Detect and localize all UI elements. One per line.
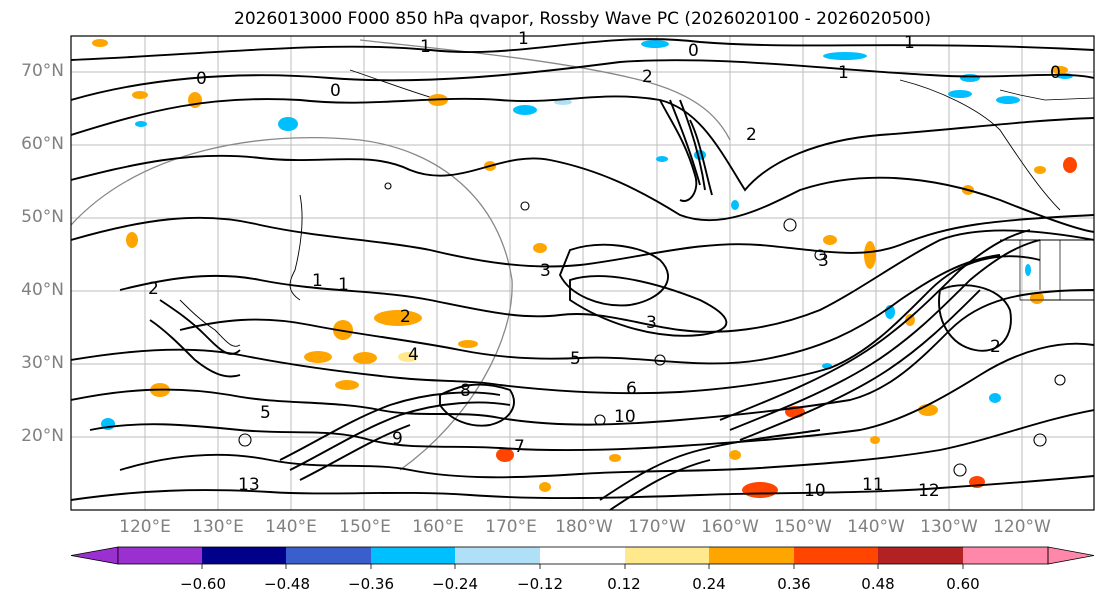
contour-label: 12 bbox=[918, 481, 940, 501]
colorbar-tick-label: −0.36 bbox=[348, 575, 394, 593]
contour-label: 5 bbox=[570, 349, 581, 369]
colorbar-extend-min bbox=[70, 546, 119, 565]
contour-label: 2 bbox=[746, 125, 757, 145]
colorbar-segment bbox=[202, 547, 286, 564]
contour-label: 1 bbox=[338, 275, 349, 295]
contour-label: 0 bbox=[1050, 63, 1061, 83]
lat-label-30n: 30°N bbox=[21, 353, 64, 373]
contour-label: 4 bbox=[408, 345, 419, 365]
contour-label: 1 bbox=[838, 63, 849, 83]
lon-label-180w: 180°W bbox=[555, 517, 613, 537]
reference-arcs bbox=[71, 39, 731, 471]
contour-label: 11 bbox=[862, 475, 884, 495]
colorbar-segment bbox=[540, 547, 625, 564]
contour-label: 6 bbox=[626, 379, 637, 399]
lon-label-170w: 170°W bbox=[628, 517, 686, 537]
lon-label-160e: 160°E bbox=[412, 517, 464, 537]
colorbar-segment bbox=[709, 547, 794, 564]
contour-label: 8 bbox=[460, 381, 471, 401]
colorbar-tick-label: 0.48 bbox=[861, 575, 895, 593]
colorbar-segment bbox=[625, 547, 709, 564]
colorbar-tick-label: −0.48 bbox=[264, 575, 310, 593]
contour-label: 0 bbox=[688, 41, 699, 61]
map-content bbox=[71, 36, 1094, 510]
contour-label: 1 bbox=[518, 29, 529, 49]
colorbar-tick-label: 0.60 bbox=[946, 575, 980, 593]
lon-label-130e: 130°E bbox=[192, 517, 244, 537]
contour-label: 2 bbox=[642, 67, 653, 87]
colorbar-outline bbox=[117, 546, 1049, 565]
lat-label-20n: 20°N bbox=[21, 426, 64, 446]
lon-label-150w: 150°W bbox=[774, 517, 832, 537]
graticule bbox=[71, 36, 1094, 510]
map-border bbox=[70, 35, 1095, 511]
colorbar-tick-label: 0.24 bbox=[692, 575, 726, 593]
lat-label-60n: 60°N bbox=[21, 134, 64, 154]
lat-label-50n: 50°N bbox=[21, 207, 64, 227]
political-borders bbox=[999, 89, 1094, 301]
lon-label-170e: 170°E bbox=[485, 517, 537, 537]
lon-label-150e: 150°E bbox=[339, 517, 391, 537]
lat-label-40n: 40°N bbox=[21, 280, 64, 300]
lat-label-70n: 70°N bbox=[21, 61, 64, 81]
contour-label: 3 bbox=[540, 261, 551, 281]
colorbar-segment bbox=[963, 547, 1048, 564]
colorbar bbox=[70, 546, 1095, 569]
contour-label: 1 bbox=[312, 271, 323, 291]
contour-label: 9 bbox=[392, 429, 403, 449]
map-title: 2026013000 F000 850 hPa qvapor, Rossby W… bbox=[234, 9, 931, 29]
colorbar-segment bbox=[286, 547, 371, 564]
colorbar-segment bbox=[794, 547, 878, 564]
colorbar-tick-label: −0.24 bbox=[432, 575, 478, 593]
qvapor-contours bbox=[71, 38, 1094, 510]
contour-label: 10 bbox=[614, 407, 636, 427]
colorbar-segment bbox=[371, 547, 455, 564]
colorbar-tick-label: 0.36 bbox=[777, 575, 811, 593]
contour-label: 0 bbox=[196, 69, 207, 89]
lon-label-140w: 140°W bbox=[847, 517, 905, 537]
contour-label-group: 0 0 1 1 2 1 0 1 2 3 3 2 3 4 5 5 6 7 8 9 … bbox=[148, 29, 1061, 501]
colorbar-segment bbox=[118, 547, 202, 564]
colorbar-segment bbox=[455, 547, 540, 564]
contour-label: 5 bbox=[260, 403, 271, 423]
lon-label-140e: 140°E bbox=[265, 517, 317, 537]
colorbar-tick-label: −0.60 bbox=[180, 575, 226, 593]
contour-label: 1 bbox=[904, 33, 915, 53]
contour-label: 13 bbox=[238, 475, 260, 495]
colorbar-segment bbox=[878, 547, 963, 564]
contour-label: 7 bbox=[514, 437, 525, 457]
colorbar-tick-label: −0.12 bbox=[517, 575, 563, 593]
lon-label-130w: 130°W bbox=[920, 517, 978, 537]
contour-label: 1 bbox=[420, 37, 431, 57]
lon-label-120e: 120°E bbox=[119, 517, 171, 537]
contour-label: 3 bbox=[818, 251, 829, 271]
contour-label: 2 bbox=[990, 337, 1001, 357]
minor-contours bbox=[238, 182, 1066, 477]
negative-anomaly-patches bbox=[101, 40, 1073, 430]
contour-label: 0 bbox=[330, 81, 341, 101]
contour-label: 10 bbox=[804, 481, 826, 501]
lon-label-120w: 120°W bbox=[993, 517, 1051, 537]
colorbar-tick-label: 0.12 bbox=[607, 575, 641, 593]
contour-label: 2 bbox=[148, 279, 159, 299]
contour-label: 3 bbox=[646, 313, 657, 333]
colorbar-extend-max bbox=[1047, 546, 1095, 565]
contour-label: 2 bbox=[400, 307, 411, 327]
lon-label-160w: 160°W bbox=[701, 517, 759, 537]
